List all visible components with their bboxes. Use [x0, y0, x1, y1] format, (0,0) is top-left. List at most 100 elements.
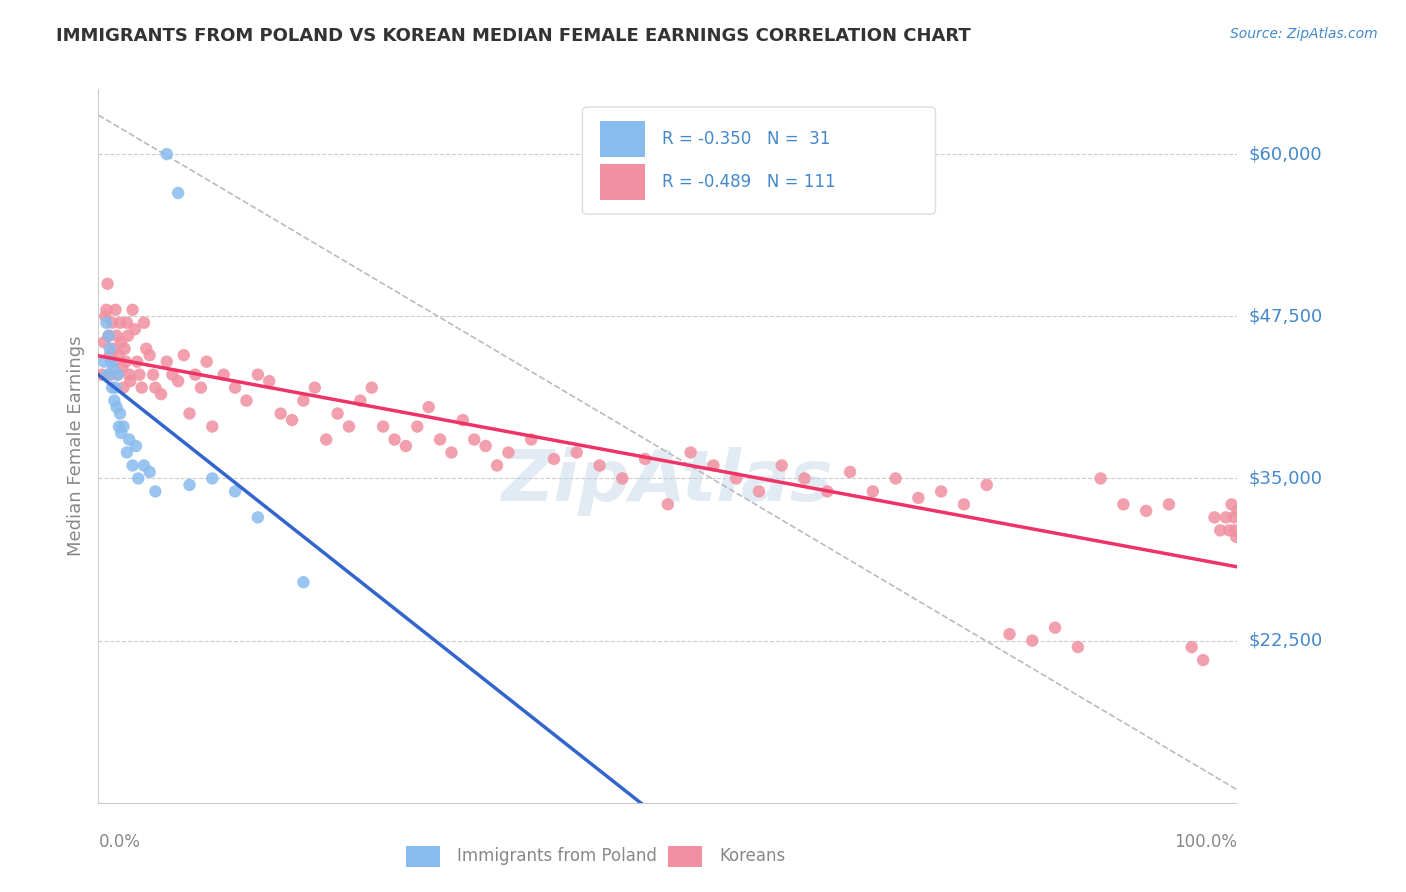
Point [179, 478, 201, 492]
Point [498, 445, 520, 459]
Point [111, 361, 134, 376]
Point [451, 413, 474, 427]
Point [1112, 497, 1135, 511]
Point [1043, 621, 1066, 635]
Point [212, 368, 235, 382]
Point [108, 348, 131, 362]
Point [145, 484, 167, 499]
Point [907, 491, 929, 505]
FancyBboxPatch shape [668, 846, 702, 867]
Point [124, 322, 146, 336]
Point [107, 368, 129, 382]
Point [108, 407, 131, 421]
Point [929, 484, 952, 499]
Point [156, 147, 179, 161]
Point [103, 393, 125, 408]
Point [725, 471, 748, 485]
Point [429, 433, 451, 447]
Point [184, 368, 207, 382]
Point [326, 407, 349, 421]
Point [142, 368, 165, 382]
Point [96, 277, 118, 291]
Point [770, 458, 793, 473]
FancyBboxPatch shape [406, 846, 440, 867]
Point [588, 458, 610, 473]
Point [543, 452, 565, 467]
Text: R = -0.489   N = 111: R = -0.489 N = 111 [662, 173, 835, 191]
Point [100, 368, 122, 382]
Y-axis label: Median Female Earnings: Median Female Earnings [66, 335, 84, 557]
Point [815, 484, 838, 499]
Point [110, 335, 132, 350]
Point [1226, 504, 1249, 518]
Point [201, 419, 224, 434]
Point [371, 419, 394, 434]
Point [121, 458, 143, 473]
Point [103, 354, 125, 368]
Point [96, 302, 118, 317]
Point [107, 368, 129, 382]
Point [162, 368, 184, 382]
Point [110, 425, 132, 440]
Point [150, 387, 173, 401]
Point [103, 342, 125, 356]
Point [1021, 633, 1043, 648]
Point [138, 348, 160, 362]
Text: Koreans: Koreans [718, 847, 786, 865]
FancyBboxPatch shape [599, 121, 645, 157]
Point [395, 439, 418, 453]
FancyBboxPatch shape [582, 107, 935, 214]
Point [884, 471, 907, 485]
Point [100, 354, 122, 368]
Point [281, 413, 304, 427]
Point [259, 374, 281, 388]
Point [167, 186, 190, 200]
Point [1220, 497, 1243, 511]
Point [112, 381, 135, 395]
Point [179, 407, 201, 421]
Point [104, 381, 127, 395]
Point [1209, 524, 1232, 538]
Point [132, 316, 155, 330]
Point [120, 374, 142, 388]
Point [127, 354, 149, 368]
Point [112, 419, 135, 434]
Point [304, 381, 326, 395]
Point [862, 484, 884, 499]
Point [1218, 524, 1240, 538]
Point [657, 497, 679, 511]
Text: $47,500: $47,500 [1249, 307, 1323, 326]
Point [118, 433, 141, 447]
Point [679, 445, 702, 459]
Point [349, 393, 371, 408]
Point [292, 393, 315, 408]
Point [565, 445, 588, 459]
Point [793, 471, 815, 485]
Text: $22,500: $22,500 [1249, 632, 1323, 649]
Point [108, 419, 131, 434]
Point [384, 433, 406, 447]
Text: $60,000: $60,000 [1249, 145, 1322, 163]
Point [360, 381, 382, 395]
Point [138, 465, 160, 479]
Point [97, 328, 120, 343]
Text: 100.0%: 100.0% [1174, 833, 1237, 851]
Point [128, 368, 150, 382]
Point [201, 471, 224, 485]
Point [98, 342, 121, 356]
FancyBboxPatch shape [599, 164, 645, 200]
Point [96, 316, 118, 330]
Point [486, 458, 509, 473]
Point [702, 458, 724, 473]
Point [101, 316, 124, 330]
Point [224, 484, 246, 499]
Point [195, 354, 218, 368]
Point [127, 471, 149, 485]
Point [132, 458, 155, 473]
Text: Source: ZipAtlas.com: Source: ZipAtlas.com [1230, 27, 1378, 41]
Point [190, 381, 212, 395]
Text: 0.0%: 0.0% [98, 833, 141, 851]
Point [145, 381, 167, 395]
Point [612, 471, 634, 485]
Point [1223, 524, 1246, 538]
